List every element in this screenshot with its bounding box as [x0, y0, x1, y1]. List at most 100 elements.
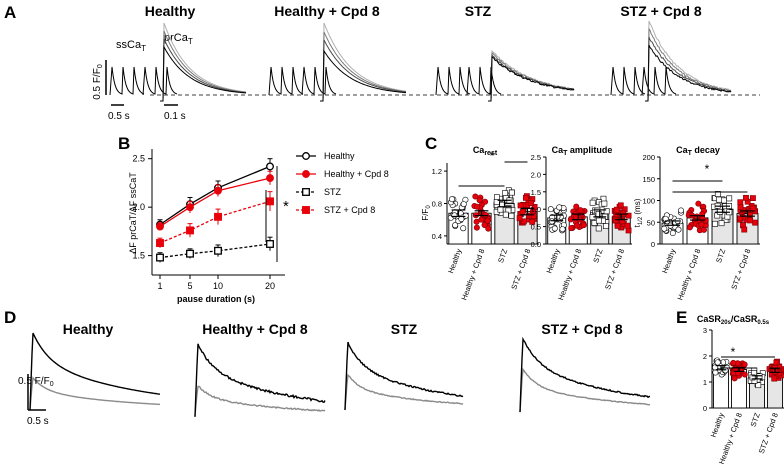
b-point-2-2 [214, 246, 222, 255]
b-series-line-1 [159, 177, 271, 228]
b-legend-label-3: STZ + Cpd 8 [324, 205, 375, 215]
b-xtick-label-3: 20 [265, 281, 275, 291]
c2-dot-3-23 [612, 217, 619, 224]
b-y-axis-title: ΔF prCaT/ΔF ssCaT [128, 172, 138, 254]
c1-sig-star: * [490, 149, 495, 163]
c2-dot-1-11 [577, 207, 584, 214]
e-dot-0-23 [712, 369, 719, 376]
a1-prtrace-3 [320, 49, 406, 102]
c2-dot-2-23 [595, 217, 602, 224]
c3-dot-3-18 [750, 205, 757, 212]
c3-dot-1-25 [693, 213, 700, 220]
c3-xlabel-1: Healthy + Cpd 8 [675, 248, 702, 302]
c2-dot-1-23 [574, 222, 581, 229]
panel-a-title-stz: STZ [465, 3, 492, 19]
c2-dot-0-18 [556, 204, 563, 211]
panel-d: Healthy Healthy + Cpd 8 STZ STZ + Cpd 8 … [18, 321, 651, 427]
c3-ytick-label-2: 100 [642, 197, 655, 206]
a3-prtrace-3 [645, 44, 732, 102]
c1-dot-0-12 [460, 201, 467, 208]
c2-dot-0-21 [547, 206, 554, 213]
c2-xlabel-2: STZ [591, 247, 604, 264]
e-xlabel-2: STZ [749, 411, 762, 428]
panel-c: Carest CaT amplitude CaT decay F/F0 ΔF/F… [421, 145, 760, 301]
d-scale-y-label: 0.5 F/F0 [18, 376, 54, 388]
b-x-axis-title: pause duration (s) [177, 294, 255, 304]
a1-sstrace-1 [268, 66, 304, 96]
b-point-2-3 [266, 240, 274, 248]
c3-dot-0-25 [661, 225, 668, 232]
c2-dot-2-21 [603, 208, 610, 215]
panel-a-title-healthy-cpd8: Healthy + Cpd 8 [274, 3, 380, 19]
a3-sstrace-1 [610, 66, 646, 96]
c1-dot-0-25 [451, 212, 458, 219]
b-legend-label-1: Healthy + Cpd 8 [324, 169, 389, 179]
c2-xlabel-3: STZ + Cpd 8 [603, 248, 626, 291]
c3-xlabel-3: STZ + Cpd 8 [729, 248, 752, 291]
b-legend-marker-1 [302, 170, 310, 178]
c1-ytick-label-1: 0.8 [432, 200, 442, 209]
c1-dot-1-1 [473, 224, 480, 231]
c1-dot-2-17 [494, 194, 500, 201]
a0-prtrace-2 [160, 38, 247, 102]
d2-trace-black [344, 341, 464, 410]
b-point-1-0 [156, 222, 164, 231]
c2-dot-2-6 [589, 199, 596, 206]
c1-title: Carest [473, 145, 498, 157]
c3-dot-3-19 [741, 226, 748, 233]
c2-dot-0-17 [548, 218, 555, 225]
c3-dot-3-17 [743, 194, 749, 201]
c1-dot-3-16 [528, 200, 535, 206]
scale-x2-label: 0.1 s [164, 111, 186, 122]
e-ytick-label-3: 3 [703, 326, 707, 335]
c1-dot-2-14 [502, 190, 508, 197]
c3-dot-1-9 [686, 224, 693, 231]
b-point-3-3 [266, 197, 274, 206]
c2-dot-2-12 [603, 223, 609, 229]
c3-dot-2-17 [712, 220, 718, 227]
c2-xlabel-1: Healthy + Cpd 8 [556, 248, 583, 302]
d2-trace-gray [344, 373, 464, 410]
c1-dot-0-19 [452, 222, 459, 229]
a3-sstrace-2 [641, 66, 677, 96]
c3-dot-1-17 [698, 221, 705, 228]
b-ytick-label-1: 2.0 [132, 202, 145, 212]
c3-dot-0-4 [669, 230, 676, 237]
b-point-3-2 [214, 212, 222, 221]
panel-d-title-stz: STZ [391, 321, 418, 337]
c1-dot-1-19 [478, 216, 485, 223]
d1-trace-black [194, 343, 326, 417]
c2-dot-1-19 [580, 222, 587, 229]
a0-sstrace-2 [142, 66, 178, 96]
c2-ytick-label-0: 0.0 [531, 240, 541, 249]
c2-ytick-label-2: 1.0 [531, 205, 541, 214]
b-ytick-label-0: 1.5 [132, 251, 145, 261]
a1-prtrace-2 [320, 39, 407, 102]
panel-d-title-stz-cpd8: STZ + Cpd 8 [541, 321, 623, 337]
c2-dot-1-22 [573, 203, 580, 210]
c2-ytick-label-4: 2.0 [531, 170, 541, 179]
c3-xlabel-2: STZ [714, 247, 727, 264]
c2-ytick-label-1: 0.5 [531, 223, 541, 232]
a2-sstrace-2 [466, 66, 502, 96]
c1-dot-1-23 [474, 203, 481, 210]
a3-prtrace-1 [645, 27, 732, 102]
scale-y-label: 0.5 F/F0 [92, 64, 104, 100]
d0-trace-gray [29, 376, 161, 411]
b-ytick-label-2: 2.5 [132, 154, 145, 164]
c2-xlabel-0: Healthy [544, 247, 561, 274]
panel-label-c: C [425, 134, 437, 153]
c3-dot-2-24 [716, 196, 722, 203]
c2-title: CaT amplitude [552, 145, 613, 157]
a0-prtrace-3 [160, 45, 247, 102]
b-legend-marker-3 [302, 206, 310, 214]
c3-dot-3-5 [750, 195, 756, 202]
c1-dot-3-23 [516, 215, 523, 222]
b-series-line-0 [159, 165, 271, 226]
b-ticks: 1.5 2.0 2.5 1 5 10 20 [132, 154, 275, 291]
b-xtick-label-2: 10 [213, 281, 223, 291]
c2-ytick-label-5: 2.5 [531, 153, 541, 162]
c1-xlabel-1: Healthy + Cpd 8 [459, 248, 486, 302]
